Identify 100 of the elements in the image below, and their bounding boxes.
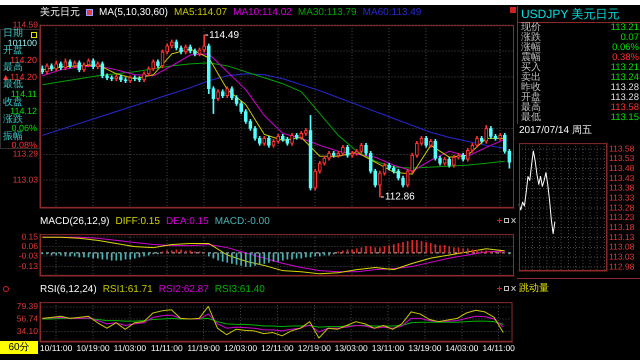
candlestick (216, 89, 220, 101)
series-label: DEA:0.15 (166, 216, 209, 226)
candlestick (68, 60, 72, 68)
text: 0.38% (612, 52, 639, 63)
text: 101100 (8, 38, 38, 48)
text: 买入 (521, 62, 541, 73)
candlestick (124, 77, 128, 84)
y-tick-label: 113.38 (609, 182, 635, 193)
candlestick (198, 48, 202, 56)
text: 涨幅 (521, 42, 541, 53)
text: MA60:113.49 (362, 6, 422, 18)
text: 114.20 (10, 54, 38, 65)
y-tick-label: 0.06 (21, 240, 38, 251)
candlestick (86, 58, 90, 68)
text: 最低 (521, 112, 541, 123)
y-tick-label: 113.58 (609, 143, 635, 154)
annotation: 112.86 (384, 192, 416, 203)
chart-title: 美元日元 (40, 6, 80, 19)
y-tick-label: -0.13 (18, 260, 38, 271)
text: 日期 (2, 28, 23, 39)
candlestick (202, 34, 206, 52)
y-tick-label: 113.48 (609, 163, 635, 174)
x-tick-label: 14/11:00 (482, 343, 516, 354)
text: MA(5,10,30,60) (99, 6, 168, 18)
candlestick (165, 44, 169, 54)
y-tick-label: 113.23 (609, 212, 635, 222)
candlestick (230, 86, 234, 100)
candlestick (100, 62, 104, 78)
text: MACD:-0.00 (214, 216, 270, 226)
x-tick-label: 13/11:00 (372, 343, 405, 354)
x-tick-label: 11/19:00 (187, 343, 220, 354)
candlestick (160, 50, 164, 68)
candlestick (434, 139, 438, 161)
y-tick-label: 0.15 (21, 232, 38, 242)
x-tick-label: 10/11:00 (40, 343, 73, 354)
y-tick-label: 113.29 (12, 148, 38, 159)
text: 113.15 (610, 112, 639, 123)
y-tick-label: 34.10 (16, 326, 38, 336)
text: 昨收 (521, 82, 541, 93)
series-label: DIFF:0.15 (115, 216, 160, 226)
x-tick-label: 10/19:00 (76, 343, 110, 354)
candlestick (248, 119, 252, 131)
candlestick (82, 62, 86, 72)
text: MA30:113.79 (298, 6, 357, 18)
text: 跳动量 (519, 282, 550, 295)
annotation: 114.49 (209, 30, 240, 41)
candlestick (174, 40, 178, 50)
y-tick-label: 112.98 (609, 261, 635, 272)
text: 振幅 (2, 130, 23, 142)
y-tick-label: 113.43 (609, 172, 635, 183)
series-label: RSI2:62.87 (158, 284, 209, 294)
x-tick-label: 13/03:00 (334, 343, 368, 354)
x-tick-label: 14/03:00 (445, 343, 479, 354)
y-tick-label: 114.59 (12, 19, 38, 30)
candlestick (253, 126, 257, 141)
y-tick-label: 113.18 (609, 222, 635, 232)
text: 113.21 (610, 62, 639, 73)
x-tick-label: 11/11:00 (150, 343, 183, 354)
text: 113.24 (610, 72, 639, 83)
candlestick (244, 109, 248, 124)
y-tick-label: 113.08 (609, 242, 635, 252)
text: 涨跌 (2, 114, 23, 125)
text: 最低 (2, 79, 23, 90)
candlestick (308, 115, 312, 190)
y-tick-label: 113.13 (609, 232, 635, 242)
candlestick (466, 148, 470, 162)
y-tick-label: 113.03 (12, 174, 38, 184)
text: 0.08% (11, 140, 38, 150)
y-tick-label: -0.03 (18, 250, 38, 260)
text: MA10:114.02 (233, 6, 292, 18)
candlestick (184, 44, 188, 54)
candlestick (156, 60, 160, 68)
chart-title: MACD(26,12,9) (40, 216, 110, 226)
y-tick-label: 113.33 (609, 192, 635, 202)
text: 开盘 (521, 92, 541, 103)
candlestick (346, 144, 350, 158)
chart-title: RSI(6,12,24) (40, 284, 97, 294)
x-tick-label: 11/03:00 (114, 343, 146, 354)
chart-title: 2017/07/14 周五 (519, 124, 592, 137)
text: 60分 (0, 341, 38, 354)
y-tick-label: 56.74 (16, 313, 38, 324)
candlestick (475, 136, 479, 148)
text: 113.21 (610, 22, 639, 33)
y-tick-label: 79.39 (16, 301, 38, 312)
candlestick (170, 40, 174, 48)
text: 最高 (2, 62, 23, 74)
text: 收盘 (2, 96, 23, 108)
candlestick (179, 46, 183, 54)
text: 0.06% (612, 42, 639, 53)
text: 涨跌 (521, 32, 541, 43)
y-tick-label: 113.03 (609, 251, 635, 262)
text: 开盘 (2, 45, 23, 56)
y-tick-label: 113.28 (609, 202, 635, 212)
candlestick (327, 150, 331, 161)
candlestick (484, 125, 488, 144)
candlestick (50, 64, 54, 72)
text: 震幅 (521, 52, 541, 63)
text: 卖出 (521, 72, 541, 83)
text: 0.07 (620, 32, 639, 43)
series-label: RSI1:61.71 (102, 284, 153, 294)
